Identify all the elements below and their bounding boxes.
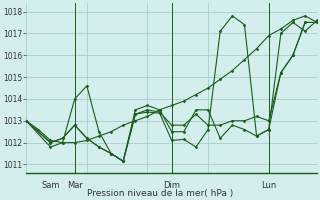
Text: Sam: Sam [41,181,60,190]
Text: Dim: Dim [163,181,180,190]
Text: Lun: Lun [261,181,276,190]
Text: Pression niveau de la mer( hPa ): Pression niveau de la mer( hPa ) [87,189,233,198]
Text: Mar: Mar [67,181,83,190]
